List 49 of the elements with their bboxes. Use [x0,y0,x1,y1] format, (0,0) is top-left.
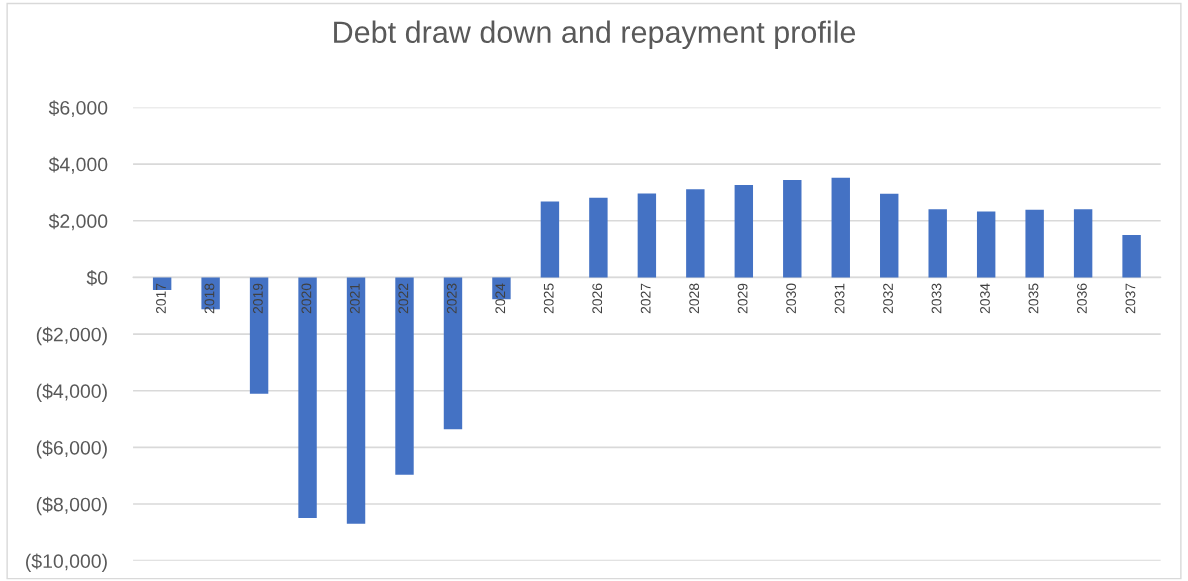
bar [831,177,850,278]
bar [686,189,705,278]
bar [346,277,366,524]
bar [734,185,754,278]
y-tick-label: ($4,000) [36,383,107,402]
bar [637,193,657,278]
y-tick-label: $0 [86,270,108,286]
x-tick-label: 2021 [349,283,360,314]
bar [540,201,560,278]
bar [1122,234,1141,278]
x-tick-label: 2017 [156,283,166,314]
y-tick-label: $4,000 [48,156,108,174]
bar [1025,209,1044,278]
bar [298,277,317,518]
y-tick-label: $6,000 [48,100,108,118]
bar [249,277,269,394]
x-tick-label: 2027 [640,283,651,314]
y-tick-label: $2,000 [48,213,108,231]
bar [395,277,414,475]
x-tick-label: 2018 [204,283,215,314]
x-tick-label: 2033 [931,283,942,314]
x-tick-label: 2022 [398,283,409,314]
x-tick-label: 2028 [689,283,700,314]
x-tick-label: 2030 [786,283,797,314]
y-tick-label: ($6,000) [36,440,107,459]
x-tick-label: 2025 [543,283,554,314]
bar [976,211,996,278]
bar [783,179,802,278]
y-tick-label: ($2,000) [36,326,107,346]
bar [1073,209,1093,278]
x-tick-label: 2036 [1077,283,1087,314]
bar [443,277,463,430]
x-tick-label: 2023 [446,283,457,314]
x-tick-label: 2020 [301,283,312,314]
y-tick-label: ($8,000) [36,496,107,516]
x-tick-label: 2031 [834,283,845,314]
x-tick-label: 2019 [252,283,263,314]
x-tick-label: 2032 [883,283,893,314]
x-tick-label: 2024 [495,283,506,314]
x-tick-label: 2029 [737,283,748,314]
x-tick-label: 2037 [1125,283,1136,314]
y-tick-label: ($10,000) [26,553,107,572]
bar [880,193,899,278]
bar [928,209,947,278]
x-tick-label: 2034 [980,283,990,314]
x-tick-label: 2026 [592,283,603,314]
bar [589,197,608,278]
x-tick-label: 2035 [1028,283,1039,314]
chart-title: Debt draw down and repayment profile [334,20,856,50]
